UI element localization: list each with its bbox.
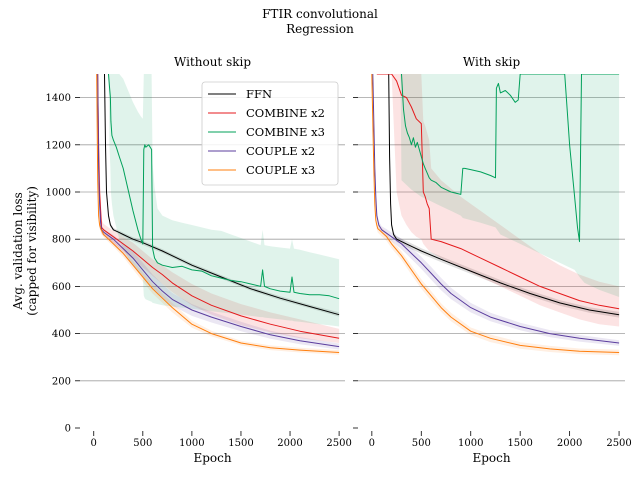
series-lines (371, 74, 620, 353)
band-combine-x2 (97, 74, 340, 343)
y-tick-label-1200: 1200 (46, 140, 71, 151)
figure-title: FTIR convolutional (262, 7, 378, 21)
x-tick-label-2000: 2000 (277, 438, 302, 449)
figure-subtitle: Regression (286, 22, 354, 36)
x-axis-label: Epoch (472, 451, 510, 465)
series-line-combine-x2 (376, 74, 620, 310)
x-tick-label-500: 500 (412, 438, 431, 449)
x-tick-label-1500: 1500 (507, 438, 532, 449)
x-tick-label-500: 500 (133, 438, 152, 449)
y-tick-label-1000: 1000 (46, 188, 71, 199)
legend-entry-couple-x3: COUPLE x3 (246, 163, 315, 177)
y-tick-label-200: 200 (52, 376, 71, 387)
series-line-couple-x3 (96, 74, 340, 353)
bands (371, 74, 620, 356)
y-axis-label: Avg. validation loss(capped for visibili… (11, 186, 39, 316)
series-line-couple-x2 (97, 74, 340, 348)
x-axis-label: Epoch (193, 451, 231, 465)
x-tick-label-1000: 1000 (179, 438, 204, 449)
x-tick-label-0: 0 (91, 438, 97, 449)
x-tick-label-0: 0 (369, 438, 375, 449)
band-couple-x2 (372, 74, 620, 346)
x-tick-label-2500: 2500 (606, 438, 631, 449)
y-tick-label-400: 400 (52, 329, 71, 340)
series-line-ffn (104, 74, 340, 316)
panel-title: With skip (463, 55, 521, 69)
y-tick-label-800: 800 (52, 235, 71, 246)
series-line-ffn (388, 74, 620, 316)
panel-title: Without skip (174, 55, 251, 69)
series-line-combine-x3 (401, 74, 620, 243)
band-combine-x3 (400, 74, 620, 297)
legend-box (201, 81, 339, 186)
series-line-couple-x3 (371, 74, 620, 353)
legend-entry-couple-x2: COUPLE x2 (246, 144, 315, 158)
x-tick-label-1500: 1500 (228, 438, 253, 449)
band-combine-x3 (108, 74, 340, 327)
legend: FFN COMBINE x2 COMBINE x3 COUPLE x2 COUPLE x… (201, 81, 339, 186)
bands (96, 74, 340, 355)
x-tick-label-2500: 2500 (326, 438, 351, 449)
y-tick-label-600: 600 (52, 282, 71, 293)
series-line-couple-x2 (372, 74, 620, 344)
series-lines (96, 74, 340, 353)
series-line-combine-x3 (108, 74, 340, 300)
panel-with-skip: With skip 0 500 1000 1500 2000 2500 Epoch (353, 55, 632, 465)
y-tick-label-0: 0 (65, 424, 71, 435)
legend-entry-combine-x3: COMBINE x3 (246, 125, 325, 139)
y-tick-label-1400: 1400 (46, 93, 71, 104)
band-couple-x2 (97, 74, 340, 350)
x-tick-label-1000: 1000 (458, 438, 483, 449)
legend-entry-combine-x2: COMBINE x2 (246, 106, 325, 120)
panel-without-skip: Without skip 0 200 400 600 800 1000 1200 1400 0 50… (11, 55, 352, 465)
band-combine-x2 (376, 74, 620, 327)
x-tick-label-2000: 2000 (557, 438, 582, 449)
legend-entry-ffn: FFN (246, 87, 272, 101)
